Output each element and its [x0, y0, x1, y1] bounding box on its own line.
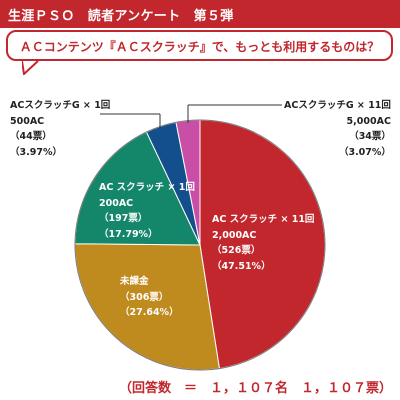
slice-label-votes: （44票） [10, 131, 52, 142]
slice-label-percent: （27.64%） [120, 307, 179, 318]
bubble-tail [22, 61, 39, 75]
slice-label-name: AC スクラッチ × 11回 [212, 214, 315, 225]
slice-label-gacha-g-11: ACスクラッチG × 11回 5,000AC （34票） （3.07%） [284, 98, 391, 160]
pie-outline [74, 119, 326, 371]
slice-label-unpaid: 未課金 （306票） （27.64%） [120, 274, 179, 321]
slice-label-percent: （17.79%） [99, 228, 158, 240]
slice-label-price: 200AC [99, 197, 134, 209]
header-bar: 生涯ＰＳＯ 読者アンケート 第５弾 [0, 0, 400, 28]
slice-label-name: ACスクラッチG × 1回 [10, 100, 111, 111]
slice-label-name: ACスクラッチG × 11回 [284, 100, 391, 111]
slice-label-scratch-1: AC スクラッチ × 1回 200AC （197票） （17.79%） [99, 180, 195, 242]
slice-label-price: 5,000AC [346, 115, 391, 127]
response-count: （回答数 ＝ １，１０７名 １，１０７票） [118, 381, 392, 396]
slice-label-price: 500AC [10, 115, 45, 127]
slice-label-percent: （3.97%） [10, 146, 62, 158]
slice-label-percent: （3.07%） [338, 146, 391, 158]
slice-label-gacha-g-1: ACスクラッチG × 1回 500AC （44票） （3.97%） [10, 98, 110, 160]
slice-label-name: AC スクラッチ × 1回 [99, 182, 195, 193]
slice-label-price: 2,000AC [212, 229, 257, 241]
slice-label-votes: （34票） [349, 131, 391, 142]
question-bubble: ＡＣコンテンツ『ＡＣスクラッチ』で、もっとも利用するものは？ [6, 30, 393, 61]
slice-label-votes: （306票） [120, 291, 169, 303]
slice-label-votes: （197票） [99, 213, 148, 224]
slice-label-percent: （47.51%） [212, 260, 271, 272]
slice-label-name: 未課金 [120, 276, 149, 287]
question-text: ＡＣコンテンツ『ＡＣスクラッチ』で、もっとも利用するものは？ [19, 40, 380, 54]
slice-label-scratch-11: AC スクラッチ × 11回 2,000AC （526票） （47.51%） [212, 212, 314, 274]
slice-label-votes: （526票） [212, 245, 261, 256]
header-title: 生涯ＰＳＯ 読者アンケート 第５弾 [8, 9, 234, 24]
